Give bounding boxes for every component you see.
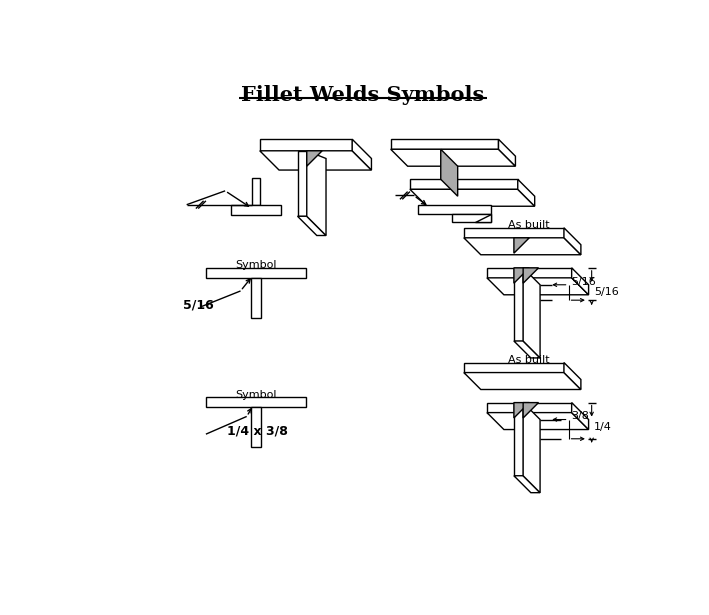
Text: Fillet Welds Symbols: Fillet Welds Symbols: [241, 85, 485, 105]
Polygon shape: [464, 228, 564, 238]
Polygon shape: [298, 216, 326, 236]
Text: 1/4: 1/4: [594, 423, 612, 432]
Polygon shape: [523, 268, 539, 284]
Polygon shape: [464, 363, 564, 373]
Polygon shape: [523, 403, 540, 493]
Polygon shape: [206, 268, 306, 278]
Polygon shape: [298, 151, 307, 216]
Polygon shape: [514, 238, 530, 253]
Polygon shape: [514, 341, 540, 358]
Text: As built: As built: [508, 220, 550, 230]
Polygon shape: [518, 180, 535, 206]
Polygon shape: [410, 180, 518, 189]
Polygon shape: [441, 149, 458, 196]
Polygon shape: [251, 407, 261, 447]
Polygon shape: [259, 139, 352, 151]
Polygon shape: [464, 373, 581, 389]
Polygon shape: [523, 403, 539, 418]
Polygon shape: [259, 151, 372, 170]
Polygon shape: [418, 205, 491, 214]
Polygon shape: [571, 268, 588, 295]
Text: As built: As built: [508, 355, 550, 365]
Polygon shape: [514, 268, 523, 341]
Polygon shape: [476, 214, 491, 221]
Polygon shape: [487, 413, 588, 429]
Polygon shape: [391, 139, 498, 149]
Text: Symbol: Symbol: [235, 260, 277, 270]
Polygon shape: [206, 397, 306, 407]
Text: 5/16: 5/16: [183, 298, 213, 311]
Text: 5/16: 5/16: [594, 287, 619, 298]
Polygon shape: [307, 151, 322, 166]
Polygon shape: [514, 268, 530, 284]
Polygon shape: [352, 139, 372, 170]
Polygon shape: [231, 205, 281, 215]
Polygon shape: [498, 139, 515, 166]
Polygon shape: [307, 151, 326, 236]
Polygon shape: [391, 149, 515, 166]
Polygon shape: [410, 189, 535, 206]
Polygon shape: [564, 228, 581, 255]
Polygon shape: [514, 476, 540, 493]
Polygon shape: [252, 178, 259, 205]
Polygon shape: [464, 238, 581, 255]
Text: 1/4 x 3/8: 1/4 x 3/8: [227, 424, 288, 438]
Polygon shape: [571, 403, 588, 429]
Polygon shape: [487, 403, 571, 413]
Text: 3/8: 3/8: [571, 411, 588, 421]
Polygon shape: [564, 363, 581, 389]
Polygon shape: [487, 268, 571, 278]
Text: Symbol: Symbol: [235, 389, 277, 400]
Polygon shape: [514, 403, 530, 418]
Polygon shape: [251, 278, 261, 318]
Polygon shape: [514, 403, 523, 476]
Text: 5/16: 5/16: [571, 277, 596, 287]
Polygon shape: [523, 268, 540, 358]
Polygon shape: [487, 278, 588, 295]
Polygon shape: [452, 214, 491, 221]
